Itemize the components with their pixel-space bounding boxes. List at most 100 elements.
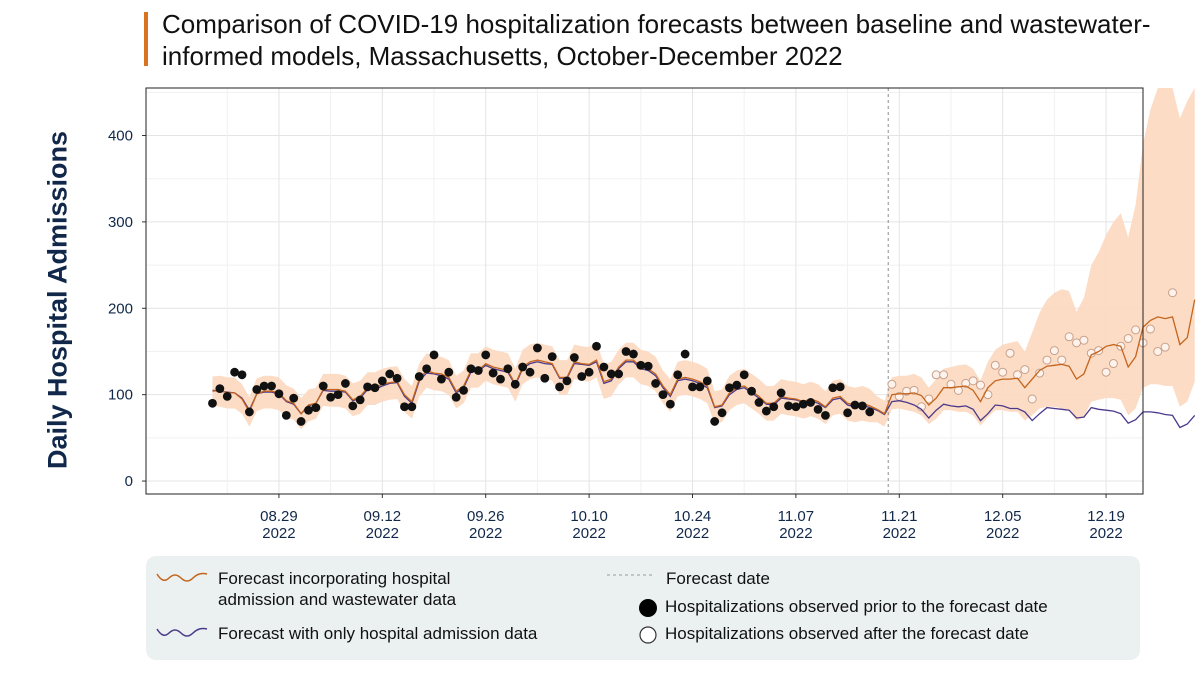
observed-prior-point [370, 383, 380, 393]
observed-after-point [1057, 355, 1067, 365]
observed-after-point [1153, 346, 1163, 356]
observed-prior-point [843, 408, 852, 418]
observed-after-point [1027, 394, 1037, 404]
forecast-interval-ribbon-group [212, 88, 1195, 430]
observed-after-point [1005, 348, 1015, 358]
observed-after-point [1160, 342, 1170, 352]
x-tick-label-year: 2022 [676, 525, 709, 542]
y-tick-label: 200 [108, 300, 133, 317]
observed-prior-point [296, 417, 306, 426]
observed-prior-point [222, 391, 232, 401]
observed-prior-point [385, 369, 395, 379]
observed-prior-point [392, 373, 402, 383]
observed-after-point [1108, 359, 1118, 369]
observed-prior-point [473, 366, 483, 375]
observed-prior-point [569, 353, 579, 362]
observed-prior-point [688, 382, 697, 392]
legend-wastewater-forecast: Forecast incorporating hospital admissio… [218, 568, 456, 610]
observed-prior-point [791, 402, 801, 412]
observed-prior-point [237, 370, 247, 380]
observed-prior-point [835, 382, 845, 392]
observed-prior-point [496, 374, 505, 384]
legend-observed-after: Hospitalizations observed after the fore… [665, 624, 1029, 643]
observed-prior-point [400, 402, 409, 412]
observed-after-point [1123, 334, 1133, 344]
x-tick-label-year: 2022 [469, 525, 502, 542]
wastewater-forecast-legend-icon [156, 572, 208, 582]
observed-prior-point [304, 405, 313, 415]
observed-prior-point [599, 362, 609, 372]
legend-forecast-date: Forecast date [666, 569, 770, 588]
observed-prior-point [643, 361, 653, 371]
observed-prior-point [761, 406, 771, 416]
observed-prior-point [695, 382, 705, 392]
observed-prior-point [658, 390, 668, 400]
x-tick-label-date: 11.21 [881, 508, 917, 525]
observed-prior-point [592, 341, 601, 351]
observed-prior-point [377, 376, 387, 386]
observed-after-point [909, 385, 919, 395]
observed-after-point [1035, 368, 1045, 378]
x-tick-label-year: 2022 [366, 525, 399, 542]
observed-prior-point [281, 410, 291, 420]
observed-prior-point [429, 350, 439, 360]
observed-prior-point [363, 382, 372, 392]
observed-prior-point [702, 376, 712, 386]
observed-prior-point [414, 372, 424, 381]
y-tick-label: 100 [108, 387, 133, 404]
observed-prior-point [784, 401, 793, 411]
observed-prior-point [540, 373, 550, 383]
x-tick-label-date: 09.12 [364, 508, 402, 525]
observed-prior-point [828, 383, 838, 393]
observed-prior-point [274, 389, 284, 399]
observed-prior-point [525, 367, 535, 377]
legend-baseline-forecast: Forecast with only hospital admission da… [218, 624, 538, 643]
x-tick-label-date: 08.29 [260, 508, 298, 525]
observed-prior-point [230, 367, 240, 377]
legend-observed-prior: Hospitalizations observed prior to the f… [665, 597, 1048, 616]
observed-after-legend-icon [639, 626, 657, 644]
x-tick-label-date: 12.05 [984, 508, 1022, 525]
observed-prior-point [451, 392, 461, 402]
observed-prior-point [629, 349, 638, 359]
observed-prior-point [614, 369, 624, 379]
observed-prior-point [348, 401, 358, 411]
observed-after-point [1020, 365, 1030, 375]
observed-prior-point [665, 399, 675, 409]
observed-prior-point [488, 368, 498, 378]
legend-wastewater-forecast-line2: admission and wastewater data [218, 590, 457, 609]
observed-prior-point [776, 388, 786, 398]
observed-prior-point [318, 381, 328, 391]
observed-after-point [1072, 338, 1082, 348]
observed-after-point [976, 380, 986, 390]
observed-prior-point [739, 370, 749, 380]
observed-prior-point [259, 381, 269, 391]
observed-prior-point [606, 369, 616, 379]
observed-prior-points [208, 341, 875, 426]
plot-area [145, 87, 1144, 495]
x-tick-label-year: 2022 [572, 525, 605, 542]
observed-prior-point [503, 364, 513, 374]
observed-prior-point [769, 402, 779, 412]
observed-prior-point [289, 393, 299, 403]
observed-prior-point [813, 404, 823, 414]
observed-prior-point [444, 367, 454, 377]
observed-prior-point [466, 364, 476, 374]
y-tick-label: 400 [108, 128, 133, 145]
observed-prior-point [562, 376, 572, 386]
observed-prior-point [518, 362, 528, 372]
observed-after-point [990, 360, 1000, 370]
observed-after-point [1145, 324, 1155, 334]
observed-after-point [887, 379, 897, 389]
forecast-date-legend-icon [607, 574, 655, 576]
observed-prior-point [407, 402, 417, 412]
observed-prior-point [215, 384, 225, 394]
observed-prior-point [651, 379, 660, 388]
baseline-forecast-legend-icon [156, 627, 208, 637]
observed-after-point [1079, 335, 1089, 345]
y-tick-label: 0 [125, 473, 133, 490]
observed-prior-point [533, 343, 542, 353]
observed-after-point [1101, 367, 1111, 377]
observed-after-point [1042, 355, 1052, 365]
observed-after-point [1064, 332, 1074, 342]
